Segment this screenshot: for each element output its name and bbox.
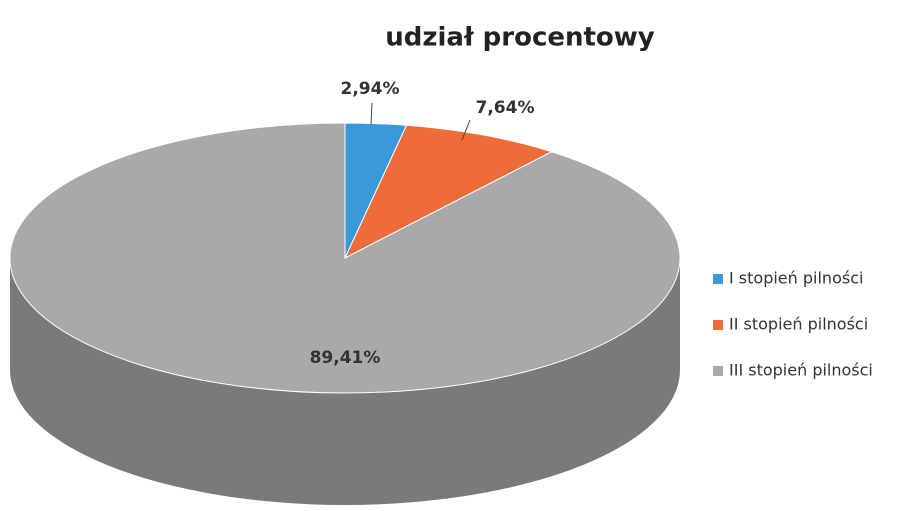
data-label: 7,64% — [476, 98, 535, 118]
legend-label: II stopień pilności — [729, 315, 868, 334]
chart-title: udział procentowy — [385, 23, 655, 53]
data-label: 89,41% — [310, 348, 381, 368]
legend-swatch — [713, 366, 723, 376]
legend-label: I stopień pilności — [729, 269, 863, 288]
legend-label: III stopień pilności — [729, 361, 873, 380]
data-label: 2,94% — [341, 79, 400, 99]
pie-side — [10, 258, 680, 505]
legend-swatch — [713, 274, 723, 284]
legend-swatch — [713, 320, 723, 330]
pie-slice — [9, 122, 681, 394]
pie-slice — [343, 124, 553, 260]
leader-line — [461, 119, 471, 141]
leader-line — [370, 102, 373, 125]
